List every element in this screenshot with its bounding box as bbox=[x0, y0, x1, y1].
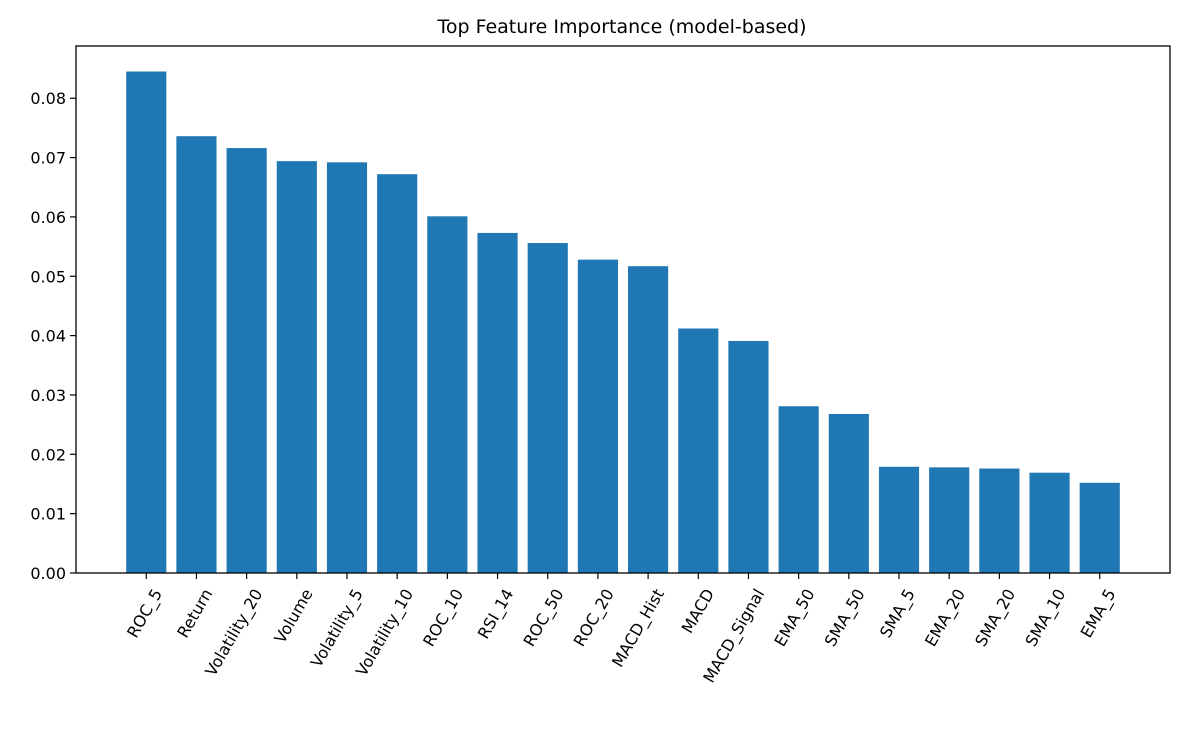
x-tick-label: MACD bbox=[678, 586, 718, 637]
x-tick-label: SMA_10 bbox=[1021, 586, 1070, 651]
y-tick-label: 0.05 bbox=[30, 267, 66, 286]
chart-title: Top Feature Importance (model-based) bbox=[436, 16, 806, 38]
bar-sma-10 bbox=[1029, 472, 1070, 573]
bar-ema-20 bbox=[929, 467, 970, 573]
bar-return bbox=[176, 136, 217, 573]
x-tick-label: ROC_20 bbox=[570, 586, 619, 651]
y-axis: 0.00 0.01 0.02 0.03 0.04 0.05 0.06 0.07 0.08 bbox=[30, 89, 76, 583]
bars-group bbox=[126, 71, 1120, 574]
x-tick-label: Volume bbox=[270, 586, 316, 647]
bar-rsi-14 bbox=[477, 232, 518, 573]
x-tick-label: EMA_50 bbox=[770, 586, 819, 651]
y-tick-label: 0.08 bbox=[30, 89, 66, 108]
x-tick-label: EMA_5 bbox=[1077, 586, 1121, 642]
x-tick-label: MACD_Hist bbox=[608, 586, 669, 671]
bar-ema-50 bbox=[778, 406, 819, 573]
y-tick-label: 0.07 bbox=[30, 149, 66, 168]
y-tick-label: 0.02 bbox=[30, 445, 66, 464]
y-tick-label: 0.06 bbox=[30, 208, 66, 227]
bar-sma-5 bbox=[878, 466, 920, 573]
bar-volatility-20 bbox=[226, 148, 267, 573]
y-tick-label: 0.04 bbox=[30, 327, 66, 346]
x-tick-label: ROC_50 bbox=[520, 586, 569, 651]
x-tick-label: SMA_20 bbox=[971, 586, 1020, 651]
bar-roc-20 bbox=[577, 259, 618, 573]
x-tick-label: SMA_5 bbox=[876, 586, 920, 642]
bar-volatility-5 bbox=[326, 162, 368, 573]
plot-frame bbox=[75, 45, 1171, 574]
x-tick-label: RSI_14 bbox=[474, 586, 519, 643]
y-tick-label: 0.00 bbox=[30, 564, 66, 583]
bar-roc-10 bbox=[427, 216, 468, 574]
bar-volatility-10 bbox=[377, 174, 418, 573]
bar-roc-50 bbox=[527, 243, 568, 573]
bar-sma-50 bbox=[828, 413, 869, 573]
bar-macd bbox=[678, 328, 719, 573]
x-tick-label: Return bbox=[173, 586, 216, 641]
x-tick-label: ROC_10 bbox=[419, 586, 468, 651]
bar-macd-hist bbox=[628, 266, 669, 573]
x-tick-label: ROC_5 bbox=[123, 586, 167, 642]
bar-roc-5 bbox=[126, 71, 167, 574]
bar-macd-signal bbox=[728, 340, 769, 573]
y-tick-label: 0.03 bbox=[30, 386, 66, 405]
x-tick-label: EMA_20 bbox=[921, 586, 970, 651]
bar-sma-20 bbox=[979, 468, 1020, 573]
y-tick-label: 0.01 bbox=[30, 505, 66, 524]
bar-ema-5 bbox=[1079, 482, 1120, 573]
bar-volume bbox=[276, 161, 317, 574]
x-tick-label: SMA_50 bbox=[821, 586, 870, 651]
